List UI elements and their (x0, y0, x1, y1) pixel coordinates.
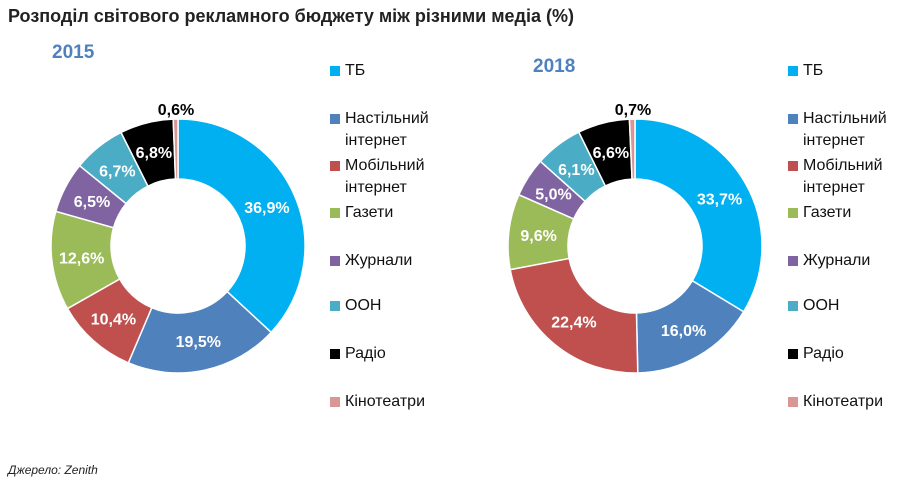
legend-label: Мобільний інтернет (345, 157, 425, 196)
legend-swatch (330, 114, 340, 124)
donut-slice-2018-0 (634, 118, 763, 313)
legend-item: Мобільний інтернет (788, 155, 903, 199)
legend-label: ТБ (345, 62, 366, 79)
data-label: 0,6% (158, 102, 194, 119)
data-label: 5,0% (535, 186, 571, 203)
data-label: 9,6% (520, 228, 556, 245)
legend-label: Журнали (803, 252, 871, 269)
data-label: 36,9% (244, 200, 289, 217)
legend-swatch (330, 397, 340, 407)
legend-item: Радіо (788, 343, 903, 365)
legend-label: Газети (345, 204, 394, 221)
legend-swatch (330, 66, 340, 76)
legend-label: Радіо (803, 345, 844, 362)
legend-swatch (330, 301, 340, 311)
donut-slice-2018-2 (509, 257, 639, 374)
source-note: Джерело: Zenith (8, 463, 98, 477)
legend-item: Журнали (788, 250, 903, 272)
legend-swatch (330, 256, 340, 266)
data-label: 19,5% (176, 334, 221, 351)
legend-swatch (330, 161, 340, 171)
legend-swatch (788, 349, 798, 359)
legend-label: Кінотеатри (345, 393, 426, 410)
legend-swatch (788, 66, 798, 76)
legend-swatch (788, 114, 798, 124)
legend-item: Кінотеатри (788, 391, 903, 413)
data-label: 33,7% (697, 191, 742, 208)
legend-item: Журнали (330, 250, 455, 272)
legend-label: Настільний інтернет (345, 110, 429, 149)
legend-item: Газети (330, 202, 455, 224)
legend-item: ООН (788, 295, 903, 317)
data-label: 6,6% (593, 145, 629, 162)
legend-swatch (330, 349, 340, 359)
legend-swatch (788, 301, 798, 311)
legend-swatch (788, 256, 798, 266)
legend-item: Кінотеатри (330, 391, 455, 413)
legend-swatch (788, 161, 798, 171)
chart-title: Розподіл світового рекламного бюджету мі… (8, 6, 574, 26)
year-2015-title: 2015 (52, 42, 95, 63)
data-label: 6,7% (99, 163, 135, 180)
data-label: 10,4% (91, 311, 136, 328)
data-label: 6,5% (74, 194, 110, 211)
legend-label: ООН (803, 297, 840, 314)
legend-item: Радіо (330, 343, 455, 365)
data-label: 6,8% (136, 145, 172, 162)
legend-label: Мобільний інтернет (803, 157, 883, 196)
legend-label: ООН (345, 297, 382, 314)
year-2018-title: 2018 (533, 56, 576, 77)
data-label: 22,4% (551, 314, 596, 331)
legend-label: Радіо (345, 345, 386, 362)
legend-item: Газети (788, 202, 903, 224)
legend-label: Настільний інтернет (803, 110, 887, 149)
legend-label: Журнали (345, 252, 413, 269)
legend-item: ТБ (788, 60, 903, 82)
donut-slice-2018-7 (628, 118, 636, 180)
donut-slice-2015-0 (177, 118, 306, 334)
legend-swatch (788, 208, 798, 218)
data-label: 16,0% (661, 323, 706, 340)
data-label: 12,6% (59, 251, 104, 268)
legend-item: Настільний інтернет (788, 108, 903, 152)
legend-item: Мобільний інтернет (330, 155, 455, 199)
legend-item: Настільний інтернет (330, 108, 455, 152)
data-label: 6,1% (558, 162, 594, 179)
legend-item: ТБ (330, 60, 455, 82)
legend-swatch (330, 208, 340, 218)
legend-label: Газети (803, 204, 852, 221)
legend-label: ТБ (803, 62, 824, 79)
legend-label: Кінотеатри (803, 393, 884, 410)
legend-swatch (788, 397, 798, 407)
data-label: 0,7% (615, 102, 651, 119)
legend-item: ООН (330, 295, 455, 317)
donut-slice-2015-7 (172, 118, 179, 180)
